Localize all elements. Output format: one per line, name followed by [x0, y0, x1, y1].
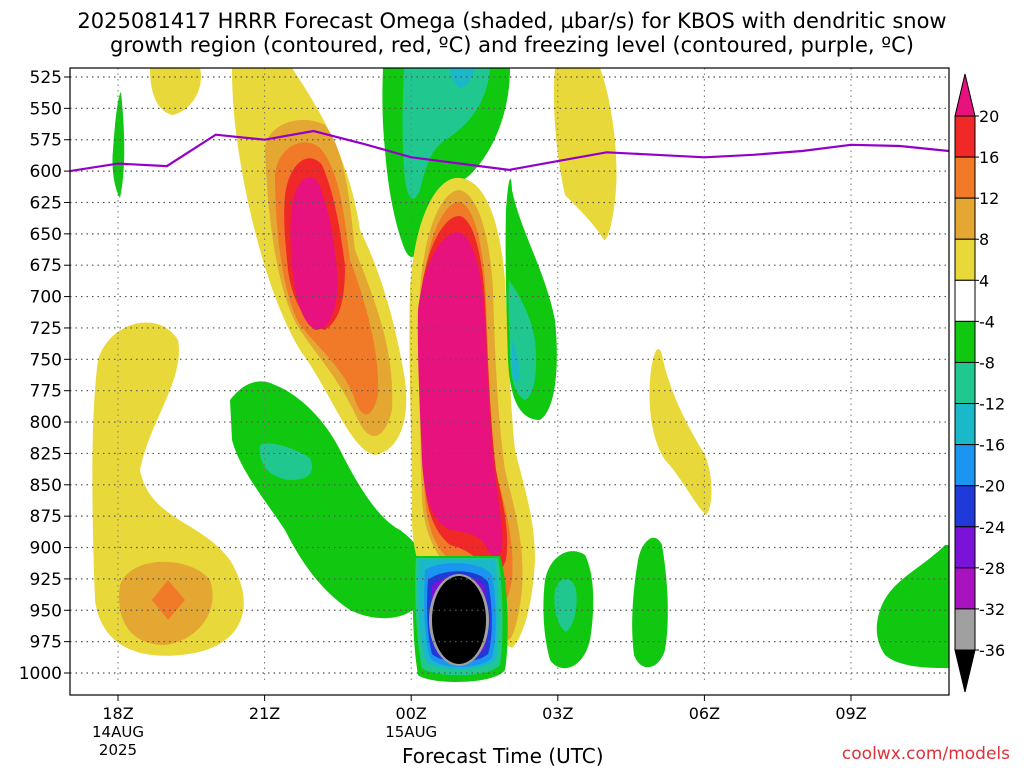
y-tick-label: 850: [30, 476, 62, 496]
colorbar-label: -12: [979, 395, 1005, 414]
colorbar-segment: [954, 608, 976, 651]
colorbar-label: 20: [979, 107, 999, 126]
x-tick-label: 06Z: [689, 704, 720, 723]
grid-vertical: [117, 68, 852, 683]
colorbar-segment: [954, 485, 976, 528]
colorbar-label: -20: [979, 477, 1005, 496]
y-axis: 525 550 575 600 625 650 675 700 725 750 775 800 825 8…: [19, 68, 70, 684]
shade-cyan-upper00: [450, 68, 475, 88]
shade-green-10z: [876, 545, 949, 668]
colorbar-segment: [954, 156, 976, 199]
shade-cyan-02z: [512, 340, 520, 382]
colorbar-segment: [954, 197, 976, 240]
y-tick-label: 525: [30, 68, 62, 88]
y-tick-label: 875: [30, 507, 62, 527]
ground-strip: [70, 683, 949, 690]
shade-magenta-col01: [417, 232, 503, 557]
shade-green-21z: [230, 381, 427, 619]
colorbar-label: -16: [979, 436, 1005, 455]
colorbar-label: -24: [979, 518, 1005, 537]
colorbar-label: -8: [979, 353, 995, 372]
x-tick-label: 00Z: [396, 704, 427, 723]
y-tick-label: 750: [30, 350, 62, 370]
y-tick-label: 800: [30, 413, 62, 433]
y-tick-label: 725: [30, 319, 62, 339]
freezing-level-line: [69, 129, 949, 173]
shade-black-sink01: [432, 576, 486, 664]
grid-horizontal: [70, 76, 949, 674]
shade-magenta-mid22: [290, 176, 338, 330]
colorbar-segment: [954, 444, 976, 487]
y-tick-label: 775: [30, 382, 62, 402]
colorbar-segment: [954, 115, 976, 158]
chart-title-line1: 2025081417 HRRR Forecast Omega (shaded, …: [77, 9, 947, 33]
plot-frame: [69, 67, 950, 696]
colorbar-segment: [954, 320, 976, 363]
shade-yellow-top04: [553, 68, 617, 240]
y-tick-label: 825: [30, 444, 62, 464]
site-credit: coolwx.com/models: [841, 744, 1010, 764]
x-tick-date: 14AUG: [92, 723, 144, 741]
colorbar-label: 12: [979, 189, 999, 208]
shade-teal-21z: [259, 443, 313, 480]
colorbar-label: 16: [979, 148, 999, 167]
colorbar-label: -4: [979, 312, 995, 331]
x-axis-title: Forecast Time (UTC): [402, 744, 604, 768]
y-tick-label: 575: [30, 131, 62, 151]
ground-band: [70, 683, 949, 694]
shade-yellow-05z: [649, 349, 712, 515]
colorbar-segment: [954, 526, 976, 569]
y-tick-label: 675: [30, 256, 62, 276]
x-tick-label: 09Z: [835, 704, 866, 723]
colorbar-segment: [954, 279, 976, 322]
omega-shading: [92, 68, 949, 682]
x-tick-label: 21Z: [249, 704, 280, 723]
x-tick-date: 15AUG: [385, 723, 437, 741]
x-tick-label: 03Z: [542, 704, 573, 723]
y-tick-label: 600: [30, 162, 62, 182]
colorbar-label: -28: [979, 559, 1005, 578]
colorbar-bottom-arrow: [954, 649, 976, 693]
y-tick-label: 700: [30, 288, 62, 308]
colorbar-segment: [954, 238, 976, 281]
y-tick-label: 975: [30, 633, 62, 653]
x-tick-label: 18Z: [102, 704, 133, 723]
x-tick-year: 2025: [99, 741, 137, 759]
colorbar-label: -32: [979, 600, 1005, 619]
y-tick-label: 925: [30, 570, 62, 590]
shade-green-05z: [632, 537, 668, 668]
colorbar-label: -36: [979, 641, 1005, 660]
shade-teal-03z: [554, 578, 577, 632]
y-tick-label: 1000: [19, 664, 62, 684]
y-tick-label: 650: [30, 225, 62, 245]
shade-teal-upper00: [402, 68, 490, 199]
shade-yellow-top19: [150, 68, 201, 115]
colorbar-segment: [954, 567, 976, 610]
colorbar: 20 16 12 8 4 -4 -8 -12 -16 -20 -24 -28 -32 -36: [954, 73, 1005, 693]
y-tick-label: 950: [30, 601, 62, 621]
colorbar-segment: [954, 361, 976, 405]
y-tick-label: 900: [30, 539, 62, 559]
y-tick-label: 550: [30, 99, 62, 119]
colorbar-label: 8: [979, 230, 989, 249]
colorbar-segment: [954, 403, 976, 446]
colorbar-top-arrow: [954, 73, 976, 117]
chart-title-line2: growth region (contoured, red, ºC) and f…: [110, 33, 914, 57]
y-tick-label: 625: [30, 193, 62, 213]
shade-orange-left: [152, 580, 185, 620]
colorbar-label: 4: [979, 271, 989, 290]
